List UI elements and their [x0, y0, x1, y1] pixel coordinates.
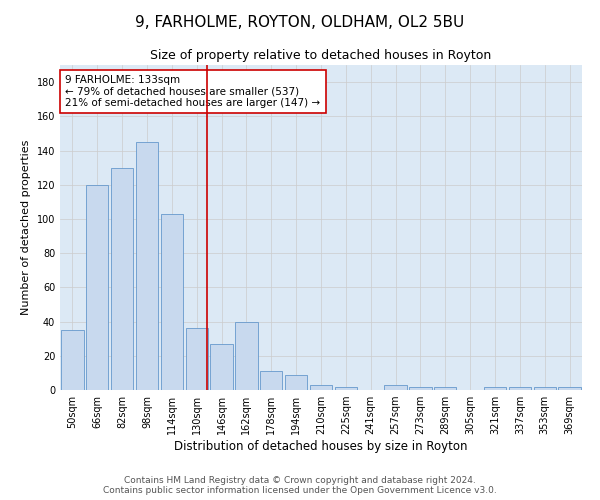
Bar	[385, 385, 407, 390]
Text: 9, FARHOLME, ROYTON, OLDHAM, OL2 5BU: 9, FARHOLME, ROYTON, OLDHAM, OL2 5BU	[136, 15, 464, 30]
Bar	[86, 184, 109, 390]
Bar	[310, 385, 332, 390]
Bar	[61, 330, 83, 390]
Bar	[211, 344, 233, 390]
Bar	[260, 371, 283, 390]
X-axis label: Distribution of detached houses by size in Royton: Distribution of detached houses by size …	[174, 440, 468, 453]
Y-axis label: Number of detached properties: Number of detached properties	[21, 140, 31, 315]
Text: Contains HM Land Registry data © Crown copyright and database right 2024.
Contai: Contains HM Land Registry data © Crown c…	[103, 476, 497, 495]
Bar	[533, 386, 556, 390]
Bar	[136, 142, 158, 390]
Bar	[484, 386, 506, 390]
Bar	[185, 328, 208, 390]
Bar	[235, 322, 257, 390]
Bar	[161, 214, 183, 390]
Bar	[509, 386, 531, 390]
Bar	[434, 386, 457, 390]
Bar	[409, 386, 431, 390]
Bar	[559, 386, 581, 390]
Bar	[111, 168, 133, 390]
Bar	[335, 386, 357, 390]
Bar	[285, 374, 307, 390]
Text: 9 FARHOLME: 133sqm
← 79% of detached houses are smaller (537)
21% of semi-detach: 9 FARHOLME: 133sqm ← 79% of detached hou…	[65, 74, 320, 108]
Title: Size of property relative to detached houses in Royton: Size of property relative to detached ho…	[151, 50, 491, 62]
